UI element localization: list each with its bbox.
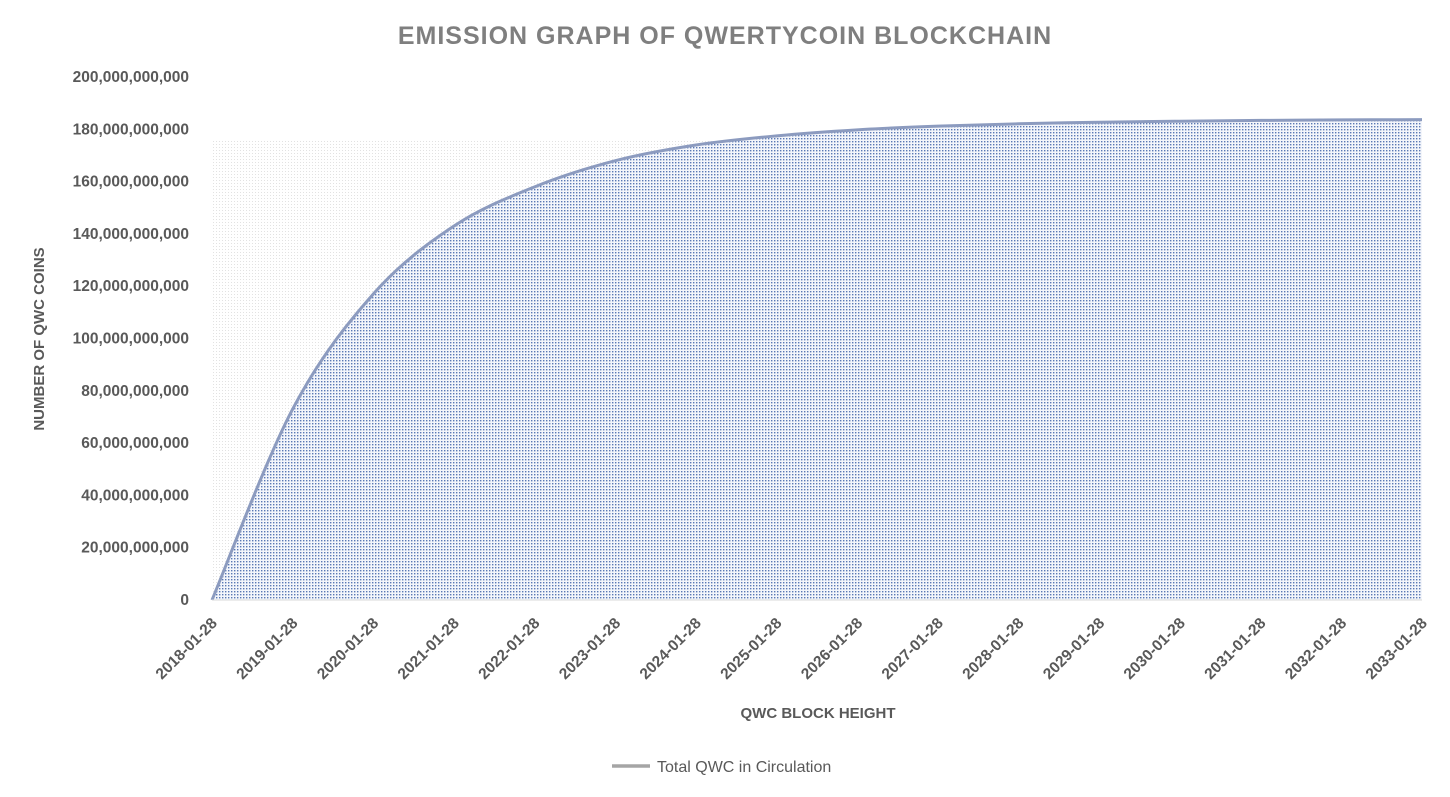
- x-tick-label: 2025-01-28: [717, 615, 785, 683]
- legend-label: Total QWC in Circulation: [657, 759, 831, 776]
- x-tick-label: 2018-01-28: [153, 615, 221, 683]
- chart-title: EMISSION GRAPH OF QWERTYCOIN BLOCKCHAIN: [398, 22, 1052, 50]
- y-tick-label: 80,000,000,000: [81, 383, 189, 400]
- y-tick-label: 200,000,000,000: [73, 69, 189, 86]
- x-tick-label: 2031-01-28: [1201, 615, 1269, 683]
- x-tick-label: 2030-01-28: [1121, 615, 1189, 683]
- x-tick-label: 2033-01-28: [1363, 615, 1431, 683]
- x-tick-label: 2024-01-28: [637, 615, 705, 683]
- x-tick-label: 2023-01-28: [556, 615, 624, 683]
- x-tick-label: 2028-01-28: [959, 615, 1027, 683]
- y-tick-label: 140,000,000,000: [73, 226, 189, 243]
- y-tick-label: 120,000,000,000: [73, 278, 189, 295]
- x-axis-ticks: 2018-01-28 2019-01-28 2020-01-28 2021-01-28…: [153, 615, 1431, 683]
- x-tick-label: 2032-01-28: [1282, 615, 1350, 683]
- series-line-total-qwc: [210, 118, 1423, 601]
- x-tick-label: 2019-01-28: [233, 615, 301, 683]
- y-axis-ticks: 0 20,000,000,000 40,000,000,000 60,000,000,…: [73, 69, 189, 609]
- x-tick-label: 2026-01-28: [798, 615, 866, 683]
- y-tick-label: 60,000,000,000: [81, 435, 189, 452]
- x-axis-label: QWC BLOCK HEIGHT: [741, 705, 896, 722]
- series-area-total-qwc: [212, 119, 1422, 601]
- y-tick-label: 20,000,000,000: [81, 540, 189, 557]
- y-tick-label: 40,000,000,000: [81, 487, 189, 504]
- plot-area: [210, 118, 1423, 601]
- x-tick-label: 2020-01-28: [314, 615, 382, 683]
- y-axis-label: NUMBER OF QWC COINS: [31, 247, 48, 430]
- x-tick-label: 2022-01-28: [475, 615, 543, 683]
- y-tick-label: 160,000,000,000: [73, 174, 189, 191]
- x-tick-label: 2027-01-28: [879, 615, 947, 683]
- x-tick-label: 2029-01-28: [1040, 615, 1108, 683]
- y-tick-label: 0: [180, 592, 189, 609]
- legend: Total QWC in Circulation: [612, 759, 831, 776]
- y-tick-label: 180,000,000,000: [73, 121, 189, 138]
- x-tick-label: 2021-01-28: [395, 615, 463, 683]
- y-tick-label: 100,000,000,000: [73, 331, 189, 348]
